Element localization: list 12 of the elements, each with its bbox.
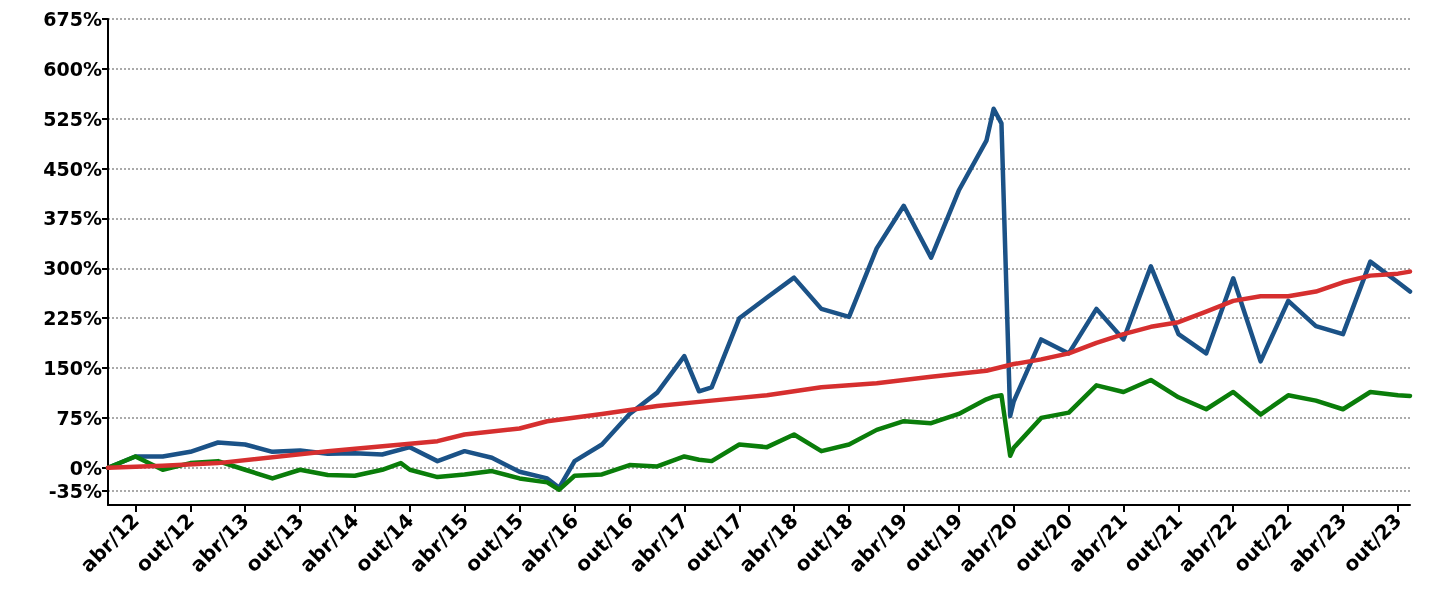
y-tick-label: 225% [43, 307, 102, 330]
y-tick-label: 525% [43, 107, 102, 130]
y-tick-label: 150% [43, 357, 102, 380]
y-tick-label: 675% [43, 8, 102, 30]
y-tick-label: 375% [43, 207, 102, 230]
y-tick-label: 300% [43, 257, 102, 280]
y-tick-label: 450% [43, 157, 102, 180]
y-tick-label: 0% [69, 456, 102, 479]
line-series [105, 269, 1413, 471]
y-tick-label: 600% [43, 57, 102, 80]
y-tick-label: 75% [56, 406, 102, 429]
y-tick-label: -35% [48, 480, 102, 503]
